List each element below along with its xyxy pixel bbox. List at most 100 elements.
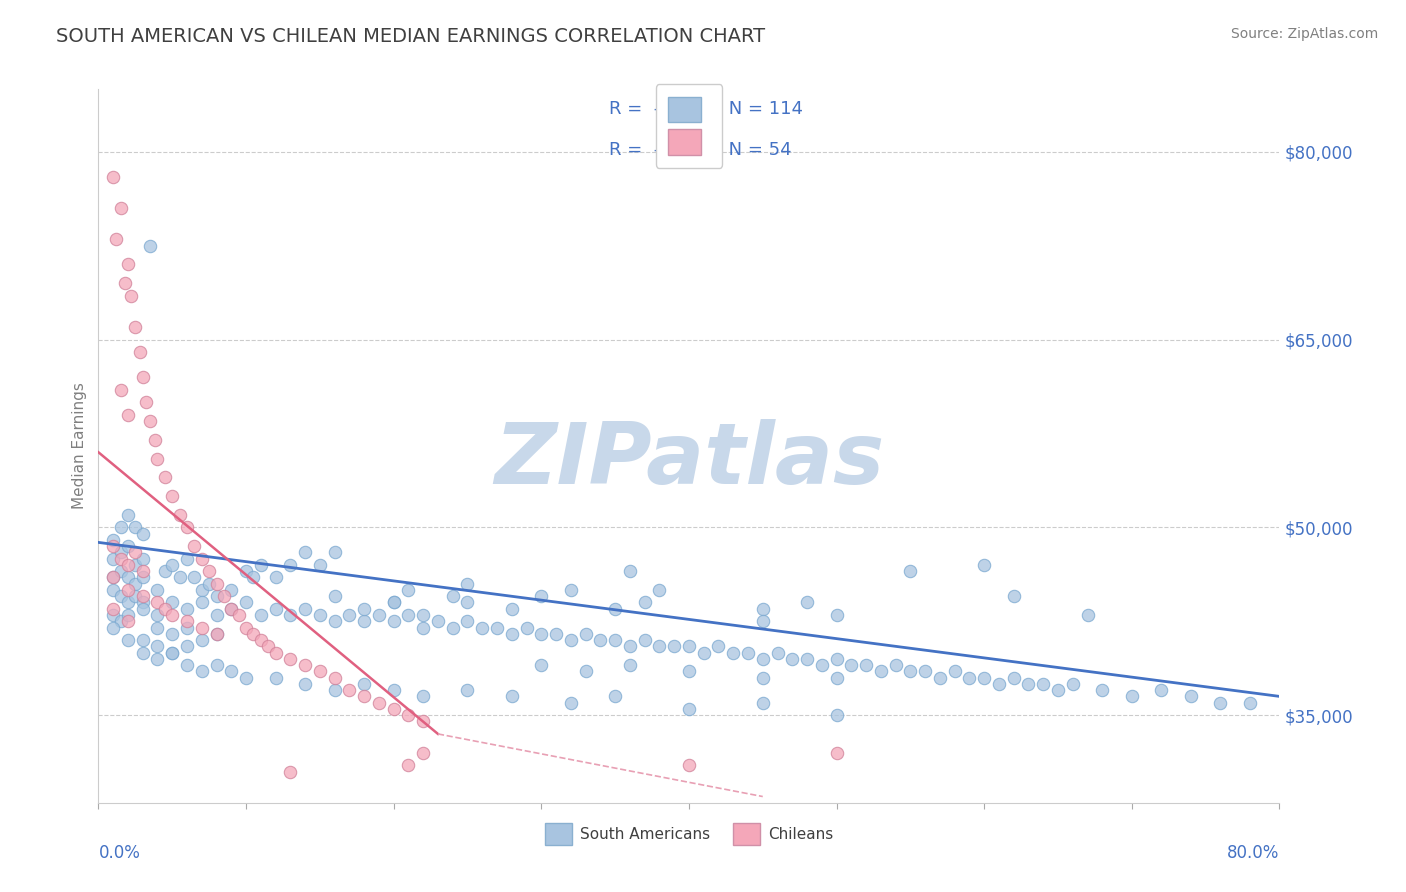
Point (368, 696, 391, 710)
Point (250, 607, 273, 622)
Point (132, 601, 155, 615)
Point (678, 665, 700, 679)
Point (841, 658, 863, 673)
Point (280, 607, 302, 622)
Point (110, 614, 132, 628)
Point (146, 451, 169, 466)
Point (707, 640, 730, 654)
Point (1077, 607, 1099, 622)
Point (811, 658, 834, 673)
Point (339, 607, 361, 622)
Point (900, 665, 922, 679)
Point (146, 582, 169, 597)
Point (605, 690, 627, 704)
Point (146, 595, 169, 609)
Point (191, 595, 214, 609)
Point (294, 545, 316, 559)
Point (124, 520, 146, 534)
Point (110, 383, 132, 397)
Point (1239, 696, 1261, 710)
Text: 80.0%: 80.0% (1227, 845, 1279, 863)
Point (855, 658, 877, 673)
Point (176, 621, 198, 635)
Point (117, 633, 139, 648)
Point (988, 677, 1011, 691)
Point (117, 408, 139, 422)
Point (191, 621, 214, 635)
Point (103, 533, 125, 547)
Point (973, 558, 995, 572)
Point (575, 627, 598, 641)
Point (132, 564, 155, 578)
Point (382, 595, 405, 609)
Point (162, 558, 183, 572)
Point (634, 595, 657, 609)
Point (205, 627, 228, 641)
Point (132, 526, 155, 541)
Point (294, 658, 316, 673)
Point (114, 277, 136, 291)
Point (796, 652, 818, 666)
Point (221, 582, 243, 597)
Point (530, 658, 553, 673)
Point (264, 601, 287, 615)
Point (257, 640, 280, 654)
Point (929, 671, 952, 685)
Point (752, 671, 775, 685)
Point (235, 671, 257, 685)
Point (309, 607, 332, 622)
Y-axis label: Median Earnings: Median Earnings (72, 383, 87, 509)
Point (516, 621, 538, 635)
Point (221, 601, 243, 615)
Point (264, 570, 287, 584)
Point (124, 589, 146, 603)
Point (943, 665, 966, 679)
Point (176, 520, 198, 534)
Point (678, 702, 700, 716)
Point (124, 558, 146, 572)
Text: R =  -0.406   N = 54: R = -0.406 N = 54 (609, 141, 792, 159)
Point (782, 652, 804, 666)
Point (143, 433, 166, 447)
Point (162, 607, 183, 622)
Point (169, 508, 191, 522)
Point (280, 652, 302, 666)
Point (900, 564, 922, 578)
Point (382, 683, 405, 698)
Point (752, 601, 775, 615)
Point (501, 690, 523, 704)
Point (825, 607, 848, 622)
Point (198, 564, 221, 578)
Point (353, 601, 375, 615)
Point (309, 665, 332, 679)
Point (752, 614, 775, 628)
Point (250, 558, 273, 572)
Point (191, 551, 214, 566)
Point (825, 708, 848, 723)
Point (264, 671, 287, 685)
Point (294, 601, 316, 615)
Point (382, 702, 405, 716)
Point (124, 320, 146, 334)
Point (162, 646, 183, 660)
Point (560, 633, 582, 648)
Point (117, 257, 139, 271)
Point (752, 652, 775, 666)
Point (117, 607, 139, 622)
Point (191, 665, 214, 679)
Legend: South Americans, Chileans: South Americans, Chileans (537, 815, 841, 852)
Point (766, 646, 789, 660)
Point (280, 764, 302, 779)
Point (242, 570, 264, 584)
Text: R =  -0.164   N = 114: R = -0.164 N = 114 (609, 100, 803, 118)
Point (678, 758, 700, 772)
Point (132, 595, 155, 609)
Point (959, 671, 981, 685)
Point (110, 520, 132, 534)
Point (1018, 677, 1040, 691)
Point (110, 201, 132, 215)
Point (457, 683, 479, 698)
Point (457, 614, 479, 628)
Point (546, 627, 568, 641)
Point (221, 665, 243, 679)
